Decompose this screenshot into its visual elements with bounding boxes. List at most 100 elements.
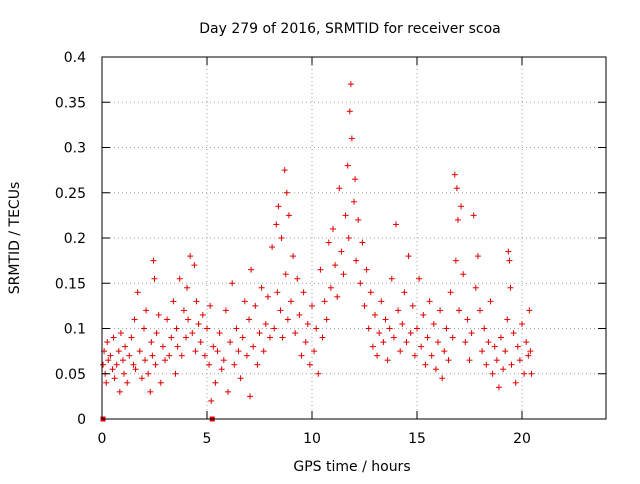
data-point [378,298,385,305]
data-point [302,339,309,346]
data-point [103,379,110,386]
data-point [449,334,456,341]
data-point [422,361,429,368]
data-point [393,221,399,228]
data-point [115,348,122,355]
data-point [399,320,406,327]
y-tick-label: 0.1 [64,322,86,338]
data-point [304,320,311,327]
data-point [162,357,168,364]
data-point [128,334,135,341]
data-point [199,311,206,318]
data-point [437,307,444,314]
data-point [166,352,173,359]
data-point [321,298,328,305]
data-point [382,316,389,323]
data-point [344,162,351,169]
data-point [523,339,530,346]
data-point [100,361,107,368]
data-point [505,248,512,255]
data-point [269,244,276,251]
data-point [334,293,341,300]
data-point [173,325,180,332]
data-point [342,212,349,219]
data-point [207,302,214,309]
data-point [470,212,477,219]
data-point [120,357,126,364]
data-point [508,361,515,368]
data-point [225,388,231,395]
data-point [256,330,263,337]
data-point [105,357,112,364]
data-point [500,366,507,373]
data-point [267,334,273,341]
data-point [345,235,352,241]
data-point [526,307,533,314]
data-point [168,334,175,341]
data-point [456,307,462,314]
data-point [527,348,534,355]
data-point [491,343,498,350]
grid [102,57,606,419]
data-point [348,135,355,142]
data-point [367,289,374,296]
data-point [282,271,289,278]
data-point [151,275,158,282]
data-point [279,334,286,341]
data-point [403,339,410,346]
data-point [264,293,271,300]
data-point [278,235,285,241]
data-point [353,257,360,264]
data-point [273,221,280,228]
data-point [170,298,177,305]
data-point [290,253,297,260]
data-point [150,257,157,264]
data-point [274,289,281,296]
data-point [201,352,208,359]
data-point [143,307,150,314]
data-point [277,307,284,314]
data-point [298,352,305,359]
data-point [283,189,290,196]
data-point [311,348,318,355]
data-point [271,325,278,332]
data-point [397,348,404,355]
data-point [172,370,179,377]
data-point [155,311,162,318]
data-point [454,216,461,223]
data-point [109,366,116,373]
data-point [401,289,408,296]
data-point [365,325,372,332]
data-point [340,271,347,278]
data-point [384,357,391,364]
data-point [411,352,418,359]
data-point [481,325,488,332]
data-point [229,280,236,287]
data-point [483,361,490,368]
data-point [239,334,246,341]
data-point [458,203,465,210]
data-point [309,302,315,309]
data-point [451,171,458,178]
data-point [214,348,221,355]
data-point [352,176,359,183]
data-point [504,316,511,323]
data-point [247,393,254,400]
data-point [250,343,257,350]
data-point [474,253,481,260]
data-point [121,370,128,377]
data-point [361,302,368,309]
axis-ticks: 0 0.05 0.1 0.15 0.2 0.25 0.3 0.35 0.4 0 5 10 15 20 [55,50,606,447]
data-points [100,81,535,422]
data-point [390,334,397,341]
data-point [346,108,353,115]
data-point [284,316,291,323]
data-point [514,343,521,350]
data-point [197,339,204,346]
data-point [195,320,202,327]
data-point [246,316,252,323]
data-point [432,366,439,373]
data-point [145,370,152,377]
y-tick-label: 0.15 [55,276,86,292]
data-point [338,248,345,255]
